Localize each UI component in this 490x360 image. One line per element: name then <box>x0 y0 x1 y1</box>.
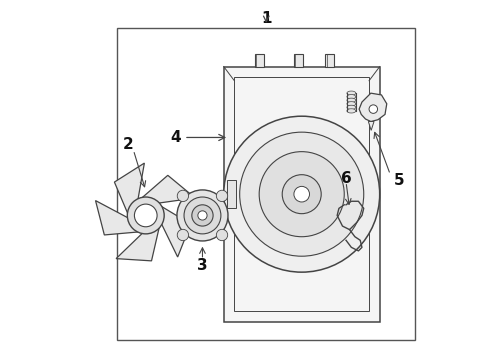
Ellipse shape <box>347 102 356 106</box>
Ellipse shape <box>347 98 356 102</box>
Circle shape <box>282 175 321 214</box>
Text: 5: 5 <box>394 172 405 188</box>
Circle shape <box>198 211 207 220</box>
Circle shape <box>259 152 344 237</box>
Polygon shape <box>96 201 138 235</box>
Circle shape <box>177 190 228 241</box>
Circle shape <box>217 229 228 241</box>
Circle shape <box>134 204 157 227</box>
Ellipse shape <box>347 95 356 99</box>
Text: 1: 1 <box>261 11 271 26</box>
Ellipse shape <box>347 91 356 95</box>
Ellipse shape <box>347 105 356 109</box>
Polygon shape <box>359 93 387 122</box>
Circle shape <box>224 116 380 272</box>
Circle shape <box>240 132 364 256</box>
Polygon shape <box>162 207 191 257</box>
Circle shape <box>217 190 228 202</box>
Bar <box>224 67 380 322</box>
Circle shape <box>177 190 189 202</box>
Bar <box>227 180 236 208</box>
Polygon shape <box>116 228 159 261</box>
Bar <box>325 54 334 67</box>
Bar <box>294 54 303 67</box>
Text: 4: 4 <box>171 130 225 145</box>
Circle shape <box>369 105 378 113</box>
Circle shape <box>184 197 221 234</box>
Circle shape <box>294 186 310 202</box>
Circle shape <box>192 205 213 226</box>
Polygon shape <box>368 122 374 130</box>
Polygon shape <box>142 175 195 203</box>
Text: 3: 3 <box>197 257 208 273</box>
Bar <box>118 28 415 339</box>
Text: 2: 2 <box>122 137 133 152</box>
Ellipse shape <box>347 109 356 113</box>
Polygon shape <box>114 163 145 213</box>
Circle shape <box>177 229 189 241</box>
Text: 6: 6 <box>341 171 351 186</box>
Bar <box>234 77 369 311</box>
Bar <box>255 54 264 67</box>
Circle shape <box>127 197 164 234</box>
